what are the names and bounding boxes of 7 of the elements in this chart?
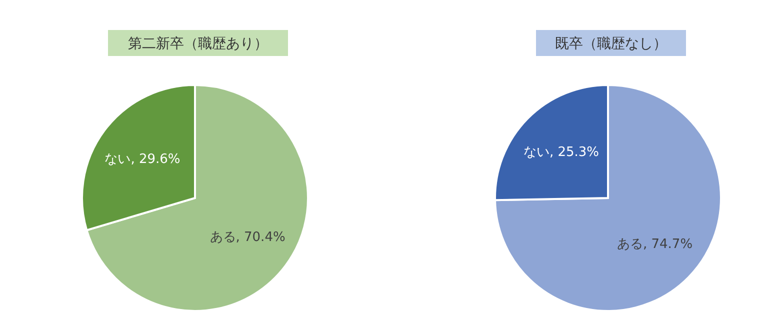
- slice-label: ない, 25.3%: [523, 145, 600, 160]
- slice-label: ない, 29.6%: [104, 152, 180, 167]
- slice-label: ある, 70.4%: [210, 230, 286, 246]
- chart-title: 既卒（職歴なし）: [555, 36, 667, 52]
- pie-slice: [494, 84, 722, 312]
- chart-title: 第二新卒（職歴あり）: [128, 36, 268, 52]
- slice-label: ある, 74.7%: [616, 236, 693, 252]
